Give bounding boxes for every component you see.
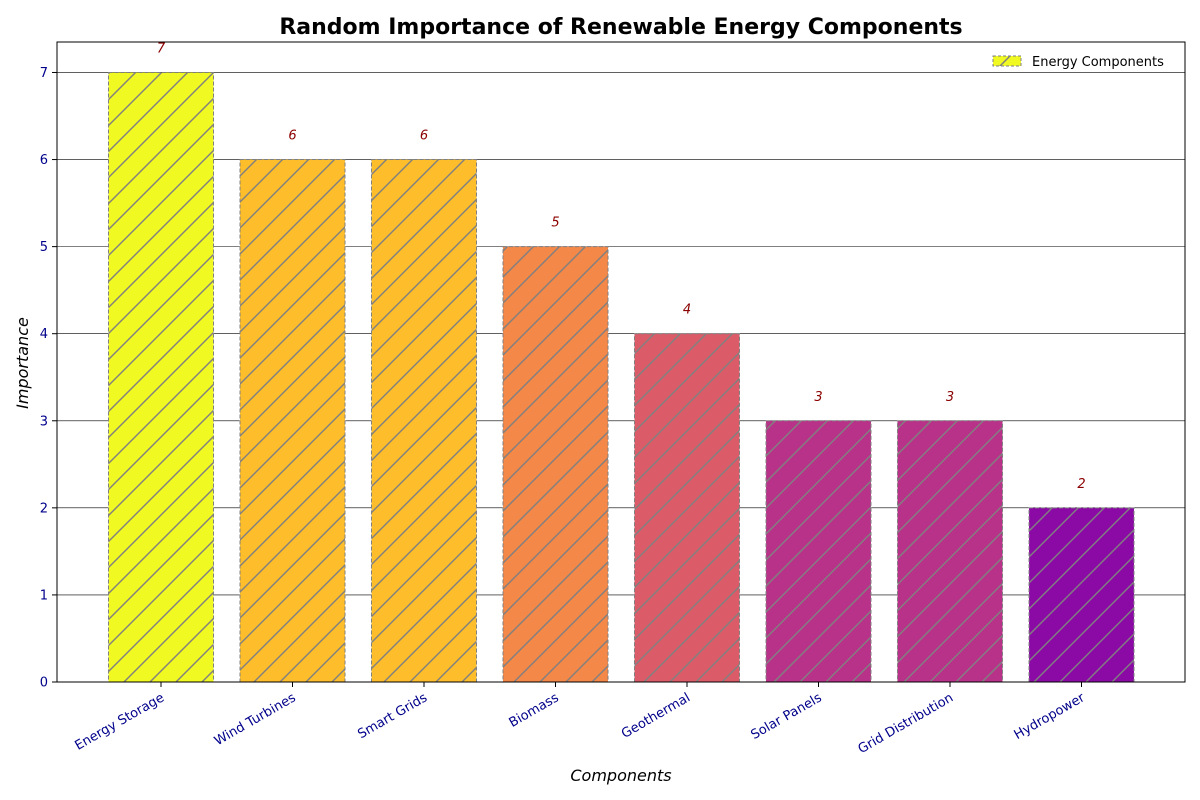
y-tick-label: 6 bbox=[40, 153, 48, 168]
x-tick-label: Energy Storage bbox=[72, 690, 167, 753]
data-label: 6 bbox=[420, 129, 428, 144]
y-tick-label: 7 bbox=[40, 66, 48, 81]
data-label: 7 bbox=[157, 41, 166, 56]
bar-hatch bbox=[1029, 507, 1134, 682]
bar-hatch bbox=[371, 159, 477, 682]
x-tick-label: Wind Turbines bbox=[212, 690, 299, 749]
x-tick-label: Smart Grids bbox=[355, 690, 430, 742]
data-label: 2 bbox=[1077, 477, 1085, 492]
grid-lines bbox=[57, 72, 1185, 596]
legend-swatch-hatch bbox=[993, 56, 1021, 66]
legend: Energy Components bbox=[992, 55, 1164, 70]
bar-hatch bbox=[897, 420, 1003, 682]
chart-title: Random Importance of Renewable Energy Co… bbox=[279, 15, 962, 40]
bar-hatch bbox=[240, 159, 345, 682]
y-tick-label: 5 bbox=[40, 240, 48, 255]
bar-hatch bbox=[766, 420, 871, 682]
bar-hatch bbox=[108, 72, 214, 682]
bar-hatch bbox=[634, 333, 740, 682]
y-tick-label: 4 bbox=[40, 327, 48, 342]
x-tick-label: Hydropower bbox=[1012, 690, 1088, 743]
x-tick-label: Biomass bbox=[507, 690, 562, 730]
y-tick-label: 0 bbox=[40, 676, 48, 691]
y-axis-label: Importance bbox=[13, 317, 32, 409]
y-tick-label: 1 bbox=[40, 588, 48, 603]
x-tick-label: Solar Panels bbox=[748, 690, 824, 743]
data-label: 4 bbox=[683, 303, 691, 318]
data-label: 5 bbox=[551, 216, 559, 231]
x-tick-label: Geothermal bbox=[619, 690, 693, 741]
y-tick-labels: 0 1 2 3 4 5 6 7 bbox=[40, 66, 57, 691]
plot-frame bbox=[56, 41, 1186, 683]
bars bbox=[108, 71, 1135, 683]
data-label: 3 bbox=[946, 390, 954, 405]
y-tick-label: 2 bbox=[40, 501, 48, 516]
data-label: 6 bbox=[288, 129, 296, 144]
y-tick-label: 3 bbox=[40, 414, 48, 429]
x-tick-labels: Energy Storage Wind Turbines Smart Grids Bi… bbox=[72, 682, 1088, 757]
legend-label: Energy Components bbox=[1032, 55, 1164, 70]
bar-hatch bbox=[503, 246, 608, 682]
data-labels: 7 6 6 5 4 3 3 2 bbox=[157, 41, 1086, 491]
x-axis-label: Components bbox=[570, 766, 671, 785]
x-tick-label: Grid Distribution bbox=[856, 690, 956, 757]
data-label: 3 bbox=[814, 390, 822, 405]
